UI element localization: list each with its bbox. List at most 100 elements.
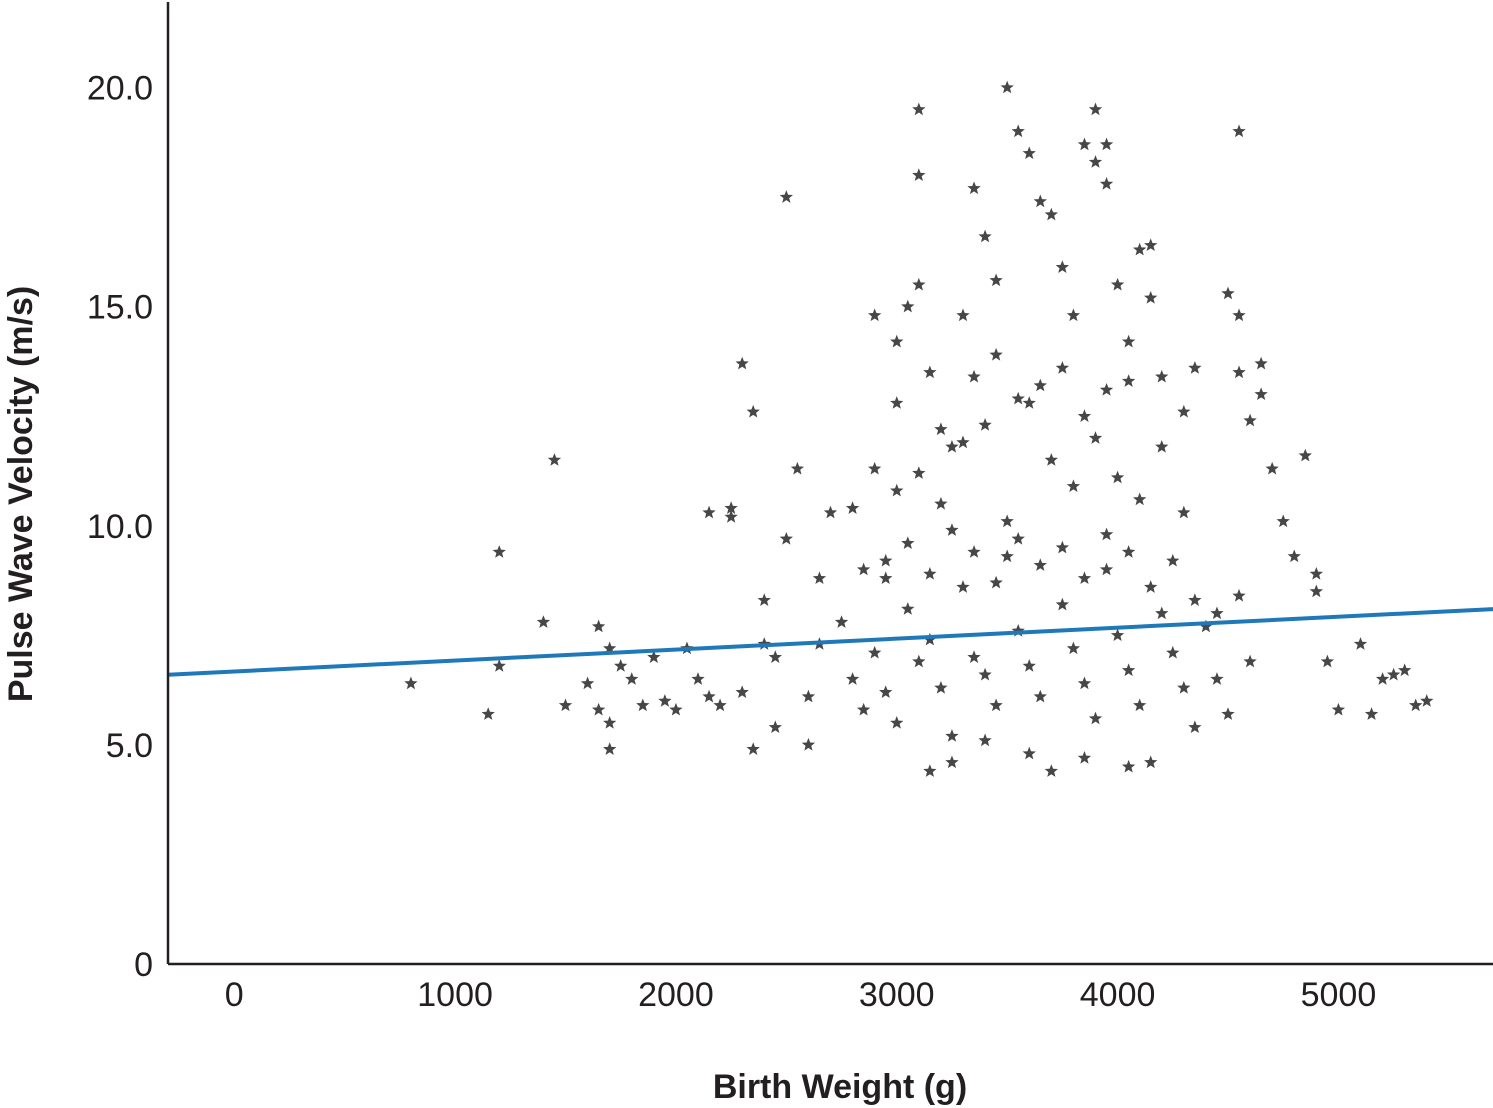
data-point-8 [591,619,606,633]
data-point-135 [1199,619,1213,633]
data-point-129 [1133,698,1147,712]
data-point-123 [1066,641,1081,655]
data-point-84 [1243,413,1257,427]
data-point-9 [591,702,606,716]
data-point-106 [879,685,893,698]
y-tick-label-2: 10.0 [87,508,153,546]
x-tick-label-3: 3000 [859,976,935,1014]
data-point-122 [1055,597,1070,611]
data-point-142 [978,733,992,747]
data-point-124 [1077,676,1092,690]
data-point-77 [1155,369,1169,383]
data-point-47 [890,334,904,348]
data-point-57 [967,181,981,195]
data-point-42 [845,501,860,514]
data-point-117 [1000,549,1014,563]
data-point-17 [658,694,672,707]
data-point-58 [978,229,992,243]
data-point-25 [724,510,738,523]
data-point-79 [1188,361,1202,374]
data-point-39 [812,571,827,585]
data-point-22 [702,689,716,703]
data-point-155 [1088,431,1103,444]
data-point-51 [912,277,926,291]
data-point-46 [879,571,893,585]
data-point-0 [404,676,418,690]
data-point-146 [890,483,904,497]
data-point-32 [768,650,782,663]
data-point-15 [636,698,650,712]
data-point-86 [1254,356,1268,370]
data-point-149 [956,435,970,449]
data-point-21 [702,505,716,519]
y-tick-label-1: 5.0 [106,727,153,765]
data-point-126 [1099,527,1114,541]
data-point-113 [956,580,970,593]
data-point-168 [879,553,893,567]
data-point-65 [1055,260,1070,273]
data-point-85 [1254,387,1268,401]
data-point-23 [713,698,727,712]
data-point-114 [967,650,981,663]
data-point-163 [1033,378,1047,392]
data-point-94 [1331,702,1346,716]
data-point-151 [1000,514,1014,528]
data-point-112 [945,729,959,742]
data-point-95 [1353,637,1368,650]
data-point-60 [1000,80,1014,94]
data-point-41 [823,505,838,519]
y-tick-label-3: 15.0 [87,289,153,327]
data-point-2 [492,545,506,558]
x-tick-label-5: 5000 [1301,976,1377,1014]
data-point-139 [1243,654,1257,668]
data-point-4 [536,615,551,628]
data-point-37 [801,689,816,703]
data-point-43 [856,562,871,576]
data-point-169 [901,536,915,550]
data-point-33 [768,720,782,734]
trend-line [167,607,1493,677]
data-point-100 [1409,698,1423,712]
data-point-140 [923,764,937,777]
data-point-180 [1144,580,1158,593]
data-point-174 [1011,531,1025,545]
data-point-182 [1188,593,1202,606]
data-point-179 [1121,545,1136,558]
data-point-111 [934,680,948,694]
data-point-115 [978,667,992,681]
data-point-88 [1276,514,1290,528]
data-point-72 [1110,277,1125,291]
x-axis-title: Birth Weight (g) [713,1068,967,1106]
data-point-143 [1022,746,1036,760]
data-point-152 [1022,396,1036,409]
data-point-16 [647,650,661,663]
data-point-130 [1144,755,1158,769]
data-point-161 [989,347,1003,361]
data-point-90 [1298,448,1312,462]
data-point-31 [757,593,771,606]
data-point-52 [912,168,926,181]
data-point-55 [945,439,959,453]
data-point-98 [1386,667,1401,681]
data-point-99 [1398,663,1412,677]
data-point-26 [735,356,749,370]
data-point-71 [1099,137,1114,151]
data-point-162 [1011,391,1025,405]
data-point-12 [603,641,617,655]
data-point-35 [779,531,793,545]
data-point-75 [1144,238,1158,252]
data-point-92 [1309,584,1323,598]
data-point-5 [547,453,562,466]
data-point-181 [1166,553,1180,567]
x-tick-label-1: 1000 [417,976,493,1014]
data-point-7 [580,676,595,690]
data-point-144 [1077,751,1092,764]
data-point-83 [1232,365,1246,379]
data-point-82 [1232,308,1246,322]
data-point-70 [1099,177,1114,190]
data-point-107 [890,716,904,729]
data-point-93 [1320,654,1335,668]
data-point-177 [1077,571,1092,585]
data-point-157 [1133,492,1147,506]
